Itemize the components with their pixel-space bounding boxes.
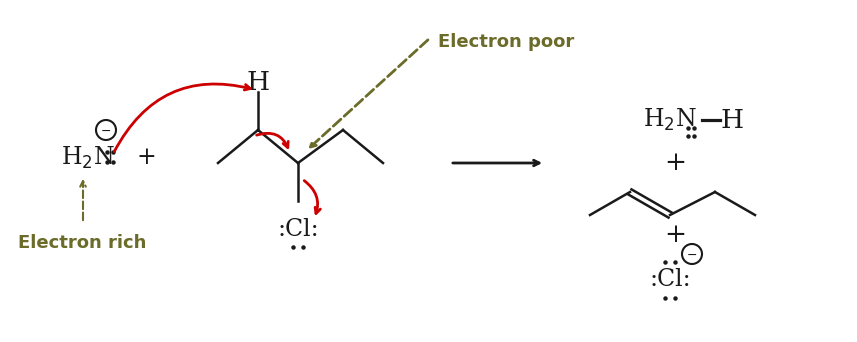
- Text: H$_2$N: H$_2$N: [643, 107, 697, 133]
- Text: H$_2$N: H$_2$N: [61, 145, 115, 171]
- Text: H: H: [247, 69, 270, 94]
- Text: $-$: $-$: [100, 123, 111, 136]
- Text: +: +: [664, 149, 686, 174]
- Text: Electron poor: Electron poor: [438, 33, 574, 51]
- Text: +: +: [664, 223, 686, 248]
- Text: Electron rich: Electron rich: [18, 234, 147, 252]
- Text: H: H: [721, 107, 744, 132]
- Text: +: +: [136, 146, 156, 170]
- Text: :Cl:: :Cl:: [650, 268, 691, 291]
- Text: :Cl:: :Cl:: [277, 218, 319, 240]
- Text: $-$: $-$: [686, 248, 698, 261]
